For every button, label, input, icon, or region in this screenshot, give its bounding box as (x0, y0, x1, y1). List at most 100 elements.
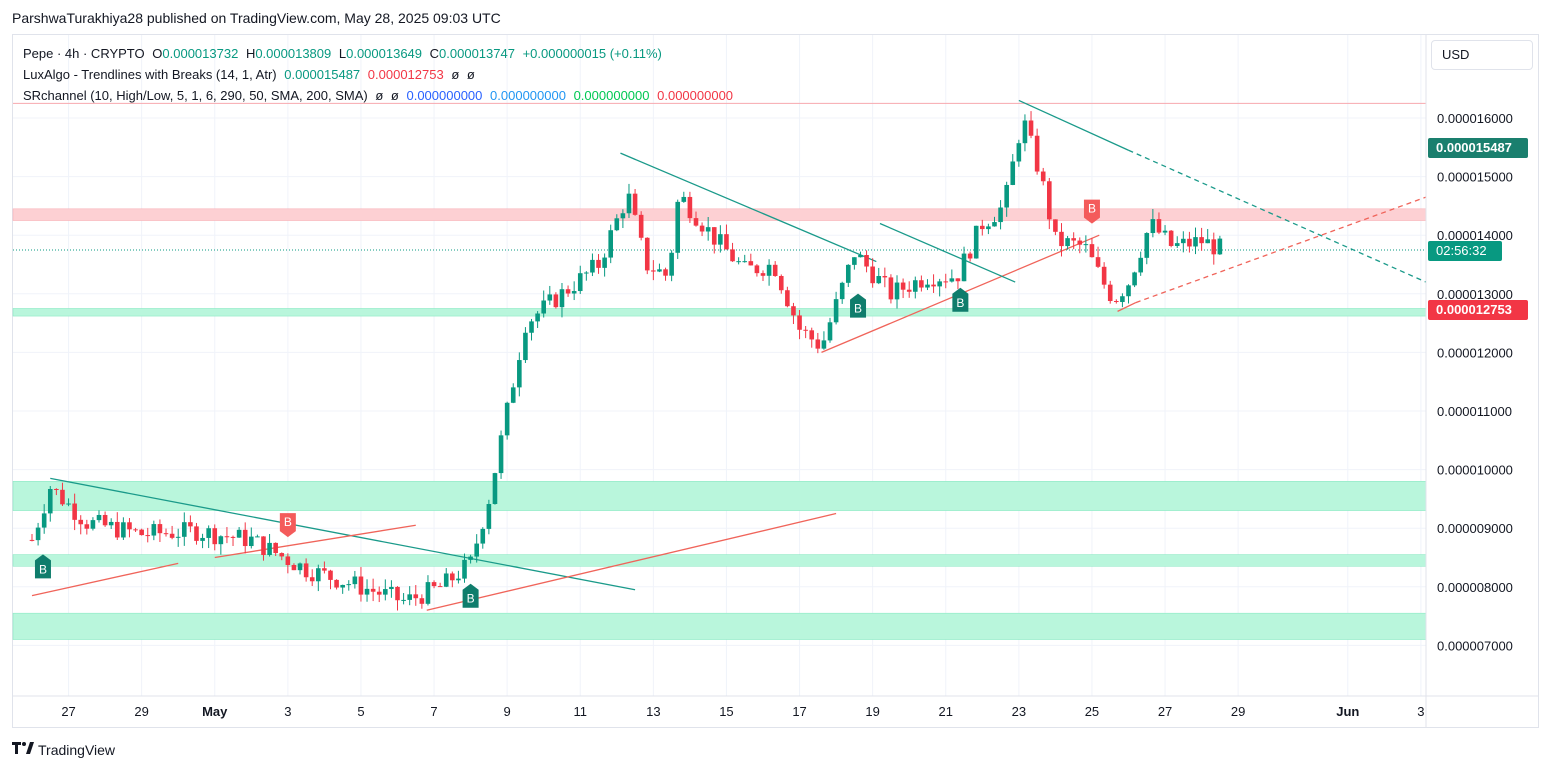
candle-down (279, 553, 285, 557)
candle-down (78, 519, 84, 525)
candle-up (839, 282, 845, 300)
candle-down (303, 563, 309, 578)
change-value: +0.000000015 (+0.11%) (522, 46, 662, 61)
candle-up (297, 563, 303, 571)
candle-down (772, 264, 778, 276)
y-tick-label: 0.000007000 (1437, 638, 1513, 653)
x-tick-label: 17 (792, 704, 806, 719)
candle-up (47, 489, 53, 514)
candle-down (328, 570, 333, 580)
signal-label: B (956, 296, 964, 310)
candle-up (925, 284, 930, 288)
candle-down (596, 259, 601, 268)
signals: B B B B B B (34, 199, 1100, 608)
signal-label: B (284, 515, 292, 529)
support-zone (12, 612, 1427, 640)
candle-up (523, 332, 528, 361)
legend-srchannel[interactable]: SRchannel (10, High/Low, 5, 1, 6, 290, 5… (23, 88, 737, 103)
luxalgo-empty-2: ø (466, 67, 475, 82)
open-value: 0.000013732 (162, 46, 239, 61)
candle-down (102, 514, 108, 526)
candle-up (852, 257, 857, 265)
lower-trendline-price-tag: 0.000012753 (1428, 300, 1528, 320)
x-tick-label: 3 (284, 704, 291, 719)
candle-down (565, 289, 571, 294)
signal-label: B (467, 592, 475, 606)
candle-up (657, 269, 662, 272)
red-trendline (1117, 302, 1137, 312)
candle-up (407, 594, 412, 600)
candle-up (486, 504, 492, 529)
symbol-name[interactable]: Pepe · 4h · CRYPTO (23, 46, 145, 61)
candle-up (267, 542, 272, 556)
candle-down (1059, 231, 1064, 247)
candle-down (791, 306, 796, 316)
high-value: 0.000013809 (255, 46, 332, 61)
candle-up (401, 599, 406, 601)
candle-up (559, 289, 565, 308)
tradingview-logo[interactable]: TradingView (12, 741, 115, 758)
srchannel-empty-2: ø (390, 88, 399, 103)
bullish-break-signal: B (462, 583, 479, 608)
candle-down (376, 591, 382, 595)
red-trendline (31, 562, 179, 597)
luxalgo-name[interactable]: LuxAlgo - Trendlines with Breaks (14, 1,… (23, 67, 277, 82)
chart-frame[interactable] (12, 34, 1539, 728)
candle-down (322, 568, 327, 571)
x-tick-label: 27 (61, 704, 75, 719)
signal-label: B (1088, 202, 1096, 216)
candle-down (797, 315, 802, 330)
candle-up (973, 225, 979, 259)
candle-down (1095, 257, 1101, 267)
candle-down (785, 290, 790, 307)
candle-up (1193, 237, 1198, 247)
candle-up (1120, 296, 1125, 303)
candle-down (1211, 239, 1217, 255)
candle-down (1187, 238, 1192, 247)
tradingview-logo-icon (12, 741, 34, 758)
candle-up (529, 321, 534, 333)
y-tick-label: 0.000009000 (1437, 521, 1513, 536)
tradingview-brand: TradingView (38, 741, 116, 758)
candle-up (535, 313, 540, 322)
candle-up (620, 213, 626, 219)
candle-down (169, 533, 175, 538)
candle-down (900, 282, 906, 290)
candle-up (833, 299, 839, 323)
currency-button[interactable]: USD (1431, 40, 1533, 70)
candle-down (919, 280, 924, 288)
candle-down (194, 526, 199, 541)
candle-up (1162, 230, 1168, 233)
low-value: 0.000013649 (346, 46, 423, 61)
srchannel-name[interactable]: SRchannel (10, High/Low, 5, 1, 6, 290, 5… (23, 88, 368, 103)
luxalgo-lower-value: 0.000012753 (367, 67, 444, 82)
legend-luxalgo[interactable]: LuxAlgo - Trendlines with Breaks (14, 1,… (23, 67, 479, 82)
x-tick-label: 29 (1231, 704, 1245, 719)
candle-up (1174, 243, 1180, 246)
candle-up (504, 402, 510, 436)
candle-up (675, 201, 681, 253)
srchannel-value-4: 0.000000000 (657, 88, 734, 103)
candle-down (84, 524, 90, 529)
candle-up (492, 473, 498, 505)
x-tick-label: 23 (1012, 704, 1026, 719)
bullish-break-signal: B (34, 554, 51, 579)
candle-down (553, 294, 559, 308)
legend-symbol[interactable]: Pepe · 4h · CRYPTO O0.000013732 H0.00001… (23, 46, 666, 61)
candle-down (1199, 237, 1204, 244)
candle-up (462, 559, 467, 579)
teal-trendline (879, 222, 1016, 283)
luxalgo-empty-1: ø (451, 67, 460, 82)
candle-down (413, 594, 419, 599)
candle-up (480, 528, 486, 544)
candle-down (334, 579, 339, 588)
candle-down (285, 556, 291, 565)
published-header: ParshwaTurakhiya28 published on TradingV… (12, 10, 501, 26)
candle-up (255, 536, 260, 538)
candle-up (894, 282, 900, 300)
candle-up (681, 196, 687, 202)
candle-up (35, 527, 41, 541)
x-tick-label: 3 (1417, 704, 1424, 719)
signal-badge (850, 293, 867, 318)
